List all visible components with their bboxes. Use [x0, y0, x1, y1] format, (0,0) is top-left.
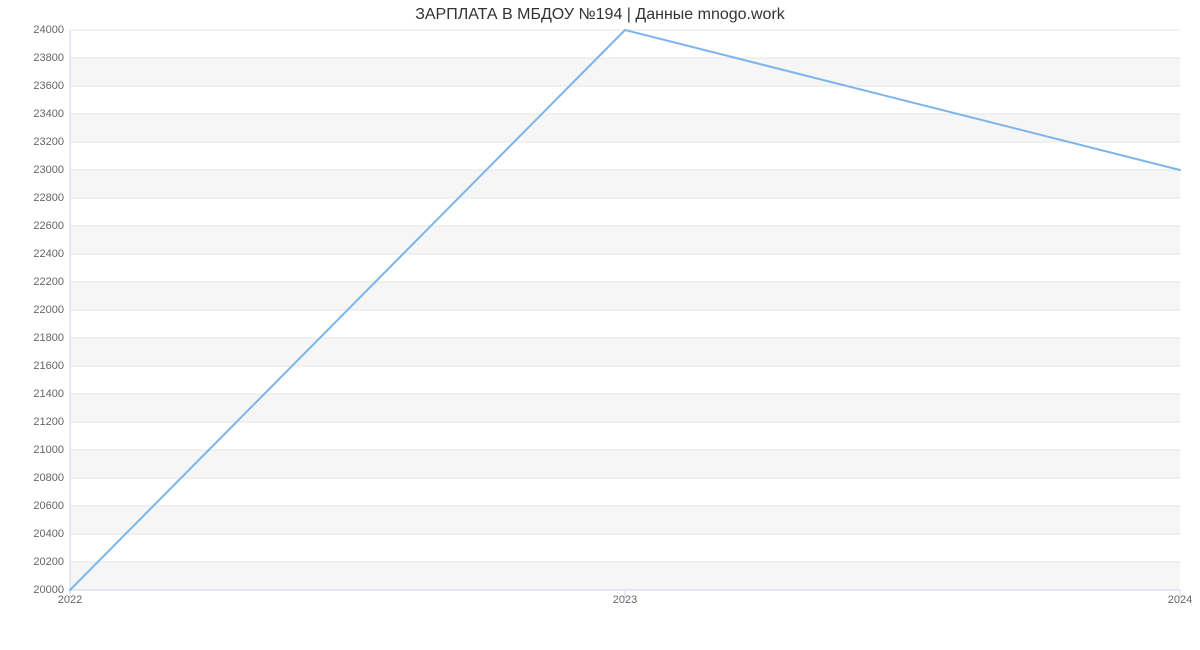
y-axis-ticks: 2000020200204002060020800210002120021400… — [0, 30, 64, 590]
grid-band — [70, 30, 1180, 58]
grid-band — [70, 366, 1180, 394]
y-tick-label: 21800 — [33, 332, 64, 344]
x-tick-label: 2023 — [613, 594, 637, 606]
y-tick-label: 20600 — [33, 500, 64, 512]
y-tick-label: 23600 — [33, 80, 64, 92]
y-tick-label: 21000 — [33, 444, 64, 456]
y-tick-label: 22000 — [33, 304, 64, 316]
y-tick-label: 23400 — [33, 108, 64, 120]
x-axis-ticks: 202220232024 — [70, 594, 1180, 614]
plot-svg — [70, 30, 1180, 600]
grid-band — [70, 422, 1180, 450]
grid-band — [70, 534, 1180, 562]
y-tick-label: 21600 — [33, 360, 64, 372]
y-tick-label: 23000 — [33, 164, 64, 176]
y-tick-label: 22800 — [33, 192, 64, 204]
y-tick-label: 20800 — [33, 472, 64, 484]
y-tick-label: 23200 — [33, 136, 64, 148]
grid-band — [70, 86, 1180, 114]
x-tick-label: 2024 — [1168, 594, 1192, 606]
y-tick-label: 20200 — [33, 556, 64, 568]
y-tick-label: 23800 — [33, 52, 64, 64]
y-tick-label: 24000 — [33, 24, 64, 36]
y-tick-label: 22200 — [33, 276, 64, 288]
grid-band — [70, 58, 1180, 86]
grid-band — [70, 198, 1180, 226]
grid-band — [70, 170, 1180, 198]
grid-band — [70, 394, 1180, 422]
grid-band — [70, 282, 1180, 310]
grid-band — [70, 226, 1180, 254]
chart-title: ЗАРПЛАТА В МБДОУ №194 | Данные mnogo.wor… — [0, 6, 1200, 24]
grid-band — [70, 142, 1180, 170]
y-tick-label: 21400 — [33, 388, 64, 400]
x-tick-label: 2022 — [58, 594, 82, 606]
plot-area — [70, 30, 1180, 590]
grid-band — [70, 450, 1180, 478]
y-tick-label: 22600 — [33, 220, 64, 232]
grid-band — [70, 310, 1180, 338]
y-tick-label: 20400 — [33, 528, 64, 540]
grid-band — [70, 562, 1180, 590]
salary-chart: ЗАРПЛАТА В МБДОУ №194 | Данные mnogo.wor… — [0, 0, 1200, 650]
y-tick-label: 22400 — [33, 248, 64, 260]
grid-band — [70, 478, 1180, 506]
grid-band — [70, 254, 1180, 282]
grid-band — [70, 506, 1180, 534]
y-tick-label: 21200 — [33, 416, 64, 428]
grid-band — [70, 338, 1180, 366]
